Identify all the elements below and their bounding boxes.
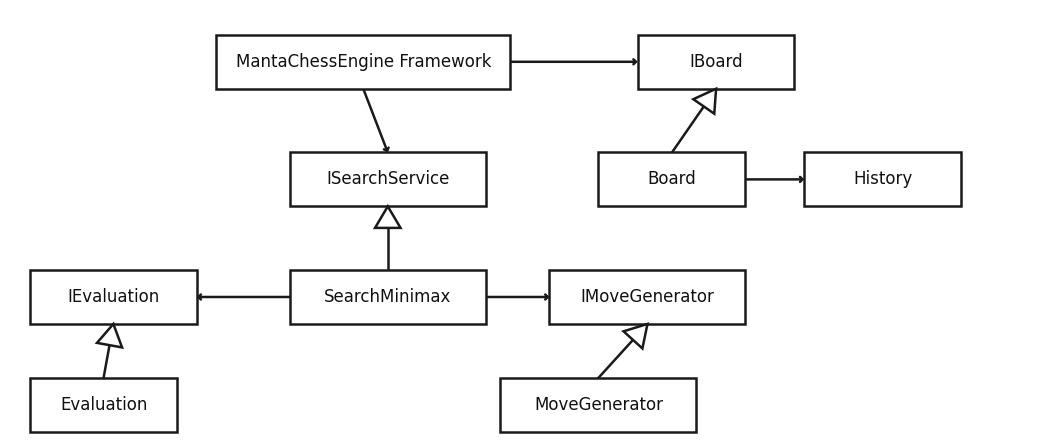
Text: History: History [853, 170, 913, 188]
Bar [549, 270, 745, 324]
Bar [637, 35, 794, 89]
Bar [290, 153, 486, 206]
Bar [30, 378, 177, 432]
Polygon shape [624, 324, 648, 348]
Polygon shape [375, 206, 400, 228]
Bar [501, 378, 697, 432]
Polygon shape [694, 89, 716, 114]
Text: SearchMinimax: SearchMinimax [324, 288, 452, 306]
Text: Board: Board [648, 170, 696, 188]
Bar [30, 270, 197, 324]
Polygon shape [97, 324, 122, 347]
Bar [290, 270, 486, 324]
Text: MantaChessEngine Framework: MantaChessEngine Framework [236, 53, 492, 71]
Text: ISearchService: ISearchService [326, 170, 450, 188]
Bar [598, 153, 745, 206]
Text: Evaluation: Evaluation [60, 396, 148, 414]
Text: MoveGenerator: MoveGenerator [534, 396, 663, 414]
Bar [804, 153, 961, 206]
Text: IMoveGenerator: IMoveGenerator [581, 288, 715, 306]
Text: IEvaluation: IEvaluation [67, 288, 159, 306]
Bar [216, 35, 510, 89]
Text: IBoard: IBoard [690, 53, 743, 71]
